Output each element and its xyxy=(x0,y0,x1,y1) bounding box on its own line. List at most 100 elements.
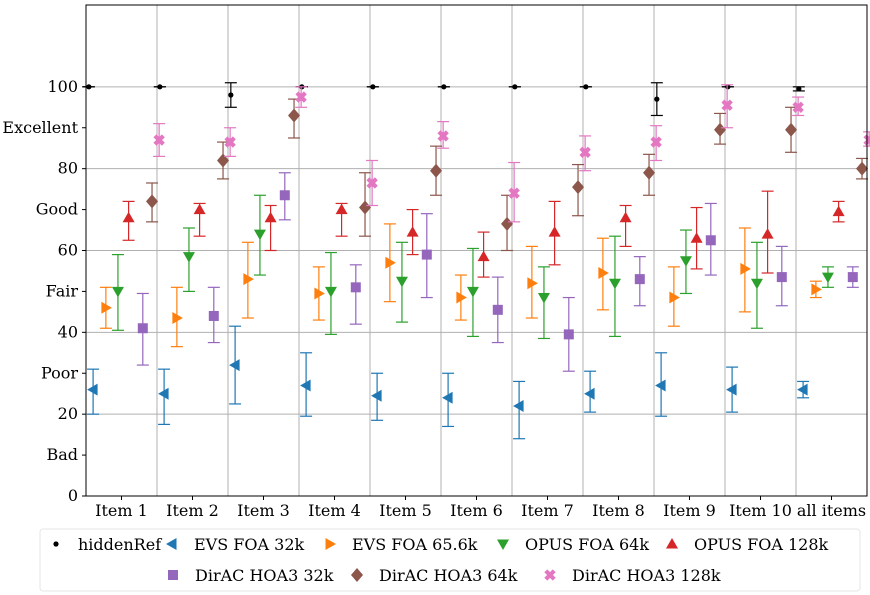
legend-item: DirAC HOA3 128k xyxy=(544,566,721,585)
legend-label: OPUS FOA 64k xyxy=(525,535,649,554)
data-point xyxy=(501,216,514,231)
data-point xyxy=(608,278,621,290)
data-point xyxy=(513,399,524,412)
data-point xyxy=(86,84,92,90)
x-tick-label: Item 7 xyxy=(521,501,574,520)
data-point xyxy=(797,383,808,396)
data-point xyxy=(512,84,518,90)
y-tick-label: Fair xyxy=(46,281,79,300)
data-point xyxy=(350,282,361,293)
series-opus-foa-64k xyxy=(111,194,834,340)
data-point xyxy=(437,130,449,142)
legend-item: EVS FOA 65.6k xyxy=(325,535,478,554)
y-tick-label: 0 xyxy=(68,486,78,505)
data-point xyxy=(598,267,609,280)
data-point xyxy=(253,229,266,241)
data-point xyxy=(146,194,159,209)
data-point xyxy=(370,84,376,90)
x-tick-label: Item 4 xyxy=(308,501,361,520)
data-point xyxy=(563,329,574,340)
data-point xyxy=(421,249,432,260)
legend-item: OPUS FOA 128k xyxy=(666,535,829,554)
data-point xyxy=(288,108,301,123)
data-point xyxy=(224,136,236,148)
data-point xyxy=(548,226,561,237)
legend-label: DirAC HOA3 128k xyxy=(572,566,721,585)
y-tick-label: 60 xyxy=(58,241,78,260)
x-axis-ticks: Item 1 Item 2 Item 3 Item 4 Item 5 Item 6 Item… xyxy=(95,496,866,520)
data-point xyxy=(811,283,822,296)
data-point xyxy=(679,256,692,267)
data-point xyxy=(314,287,325,300)
data-point xyxy=(508,187,520,199)
series-dirac-hoa3-64k xyxy=(146,98,869,252)
data-point xyxy=(153,134,165,146)
x-tick-label: all items xyxy=(797,501,866,520)
data-point xyxy=(477,250,490,262)
series-dirac-hoa3-32k xyxy=(136,172,859,372)
legend-marker xyxy=(166,538,177,550)
data-point xyxy=(740,262,751,275)
data-point xyxy=(366,177,378,189)
legend-label: DirAC HOA3 32k xyxy=(195,566,334,585)
legend-item: OPUS FOA 64k xyxy=(497,535,649,554)
data-point xyxy=(796,86,802,92)
data-point xyxy=(137,323,148,334)
x-tick-label: Item 6 xyxy=(450,501,503,520)
data-point xyxy=(863,134,870,146)
x-tick-label: Item 9 xyxy=(663,501,716,520)
data-point xyxy=(371,389,382,402)
x-tick-label: Item 2 xyxy=(166,501,219,520)
legend-label: EVS FOA 65.6k xyxy=(352,535,478,554)
series-dirac-hoa3-128k xyxy=(153,84,870,223)
data-point xyxy=(193,203,206,215)
data-point xyxy=(466,286,479,298)
data-point xyxy=(634,274,645,285)
data-point xyxy=(761,228,774,239)
grid-layer xyxy=(86,5,867,497)
data-point xyxy=(208,310,219,321)
legend-marker xyxy=(351,568,363,582)
legend-marker xyxy=(497,539,509,550)
plot-frame xyxy=(85,4,868,497)
data-point xyxy=(158,387,169,400)
legend-item: DirAC HOA3 64k xyxy=(351,566,518,585)
y-tick-label: 40 xyxy=(58,322,78,341)
legend-frame xyxy=(39,528,861,592)
data-point xyxy=(157,84,163,90)
data-point xyxy=(721,99,733,111)
y-tick-label: Good xyxy=(36,200,78,219)
legend-marker xyxy=(666,538,678,549)
data-point xyxy=(690,232,703,243)
y-tick-label: 80 xyxy=(58,159,78,178)
data-point xyxy=(217,153,230,168)
data-point xyxy=(264,211,277,223)
legend-marker xyxy=(168,570,178,580)
data-point xyxy=(527,277,538,290)
data-point xyxy=(395,276,408,288)
data-point xyxy=(792,101,804,113)
data-point xyxy=(295,91,307,103)
legend-label: EVS FOA 32k xyxy=(194,535,305,554)
data-point xyxy=(776,272,787,283)
data-point xyxy=(300,379,311,392)
data-point xyxy=(726,383,737,396)
legend: hiddenRef EVS FOA 32k EVS FOA 65.6k OPUS FO… xyxy=(39,528,861,592)
data-point xyxy=(172,312,183,325)
y-tick-label: Poor xyxy=(41,363,78,382)
data-point xyxy=(335,203,348,215)
data-point xyxy=(583,84,589,90)
legend-item: DirAC HOA3 32k xyxy=(168,566,334,585)
legend-marker xyxy=(325,538,336,550)
legend-label: OPUS FOA 128k xyxy=(694,535,829,554)
data-layer xyxy=(82,82,870,440)
data-point xyxy=(122,211,135,223)
data-point xyxy=(856,161,869,176)
y-tick-label: 20 xyxy=(58,404,78,423)
data-point xyxy=(385,256,396,269)
series-hiddenref xyxy=(82,82,805,117)
series-evs-foa-65-6k xyxy=(99,223,822,348)
data-point xyxy=(279,190,290,201)
data-point xyxy=(584,387,595,400)
